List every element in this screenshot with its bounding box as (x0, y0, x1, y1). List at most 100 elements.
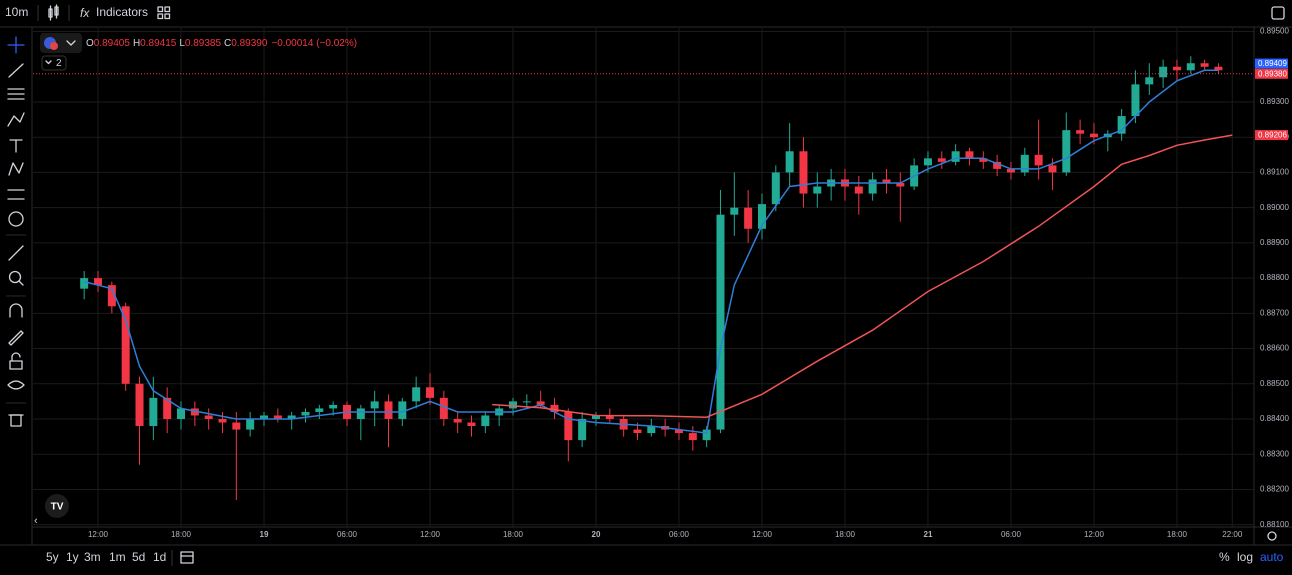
candle-body (246, 418, 255, 430)
layouts-button[interactable] (157, 6, 171, 20)
x-tick-label: 12:00 (752, 530, 773, 539)
candle-body (1186, 63, 1195, 71)
x-tick-label: 06:00 (337, 530, 358, 539)
y-tick-label: 0.89100 (1260, 168, 1289, 177)
y-tick-label: 0.88500 (1260, 379, 1289, 388)
candle-body (564, 411, 573, 441)
candle-body (1076, 130, 1085, 134)
candle-body (785, 151, 794, 173)
y-tick-label: 0.88100 (1260, 520, 1289, 529)
candle-body (882, 179, 891, 183)
emoji-tool[interactable] (8, 211, 24, 227)
fullscreen-button[interactable] (1271, 6, 1285, 20)
text-tool[interactable] (9, 139, 23, 153)
settings-button[interactable] (1267, 531, 1277, 541)
candle-body (135, 383, 144, 427)
interval-button[interactable]: 10m (5, 5, 28, 19)
candle-body (591, 415, 600, 419)
candle-body (467, 422, 476, 427)
candle-body (633, 429, 642, 434)
candle-body (301, 411, 310, 416)
range-button[interactable]: 5d (132, 550, 145, 564)
crosshair-tool[interactable] (7, 36, 25, 54)
candle-body (190, 408, 199, 416)
candle-body (1172, 66, 1181, 71)
tv-logo: TV (45, 494, 69, 518)
zoom-tool[interactable] (8, 270, 24, 286)
candle-body (799, 151, 808, 194)
ruler-tool[interactable] (8, 245, 24, 261)
candle-body (1214, 66, 1223, 71)
lock-tool[interactable] (9, 352, 23, 370)
plot-area (33, 28, 1254, 527)
candle-body (937, 158, 946, 162)
candle-body (951, 151, 960, 162)
fib-tool[interactable] (7, 88, 25, 100)
candle-body (232, 422, 241, 430)
candle-body (1089, 133, 1098, 138)
x-tick-label: 21 (924, 530, 933, 539)
candle-body (522, 401, 531, 403)
candle-body (1145, 77, 1154, 85)
moving-average (492, 134, 1233, 418)
x-tick-label: 12:00 (88, 530, 109, 539)
candle-body (508, 401, 517, 409)
candle-body (273, 415, 282, 419)
price-marker-label: 0.89380 (1258, 69, 1287, 78)
range-button[interactable]: 3m (84, 550, 101, 564)
drawing-tools (7, 36, 25, 427)
candle-body (260, 415, 269, 419)
candle-body (453, 418, 462, 423)
scale-option[interactable]: log (1237, 550, 1253, 564)
candle-body (1034, 154, 1043, 166)
y-tick-label: 0.89000 (1260, 203, 1289, 212)
candle-body (688, 433, 697, 441)
range-button[interactable]: 1m (109, 550, 126, 564)
candle-body (94, 278, 103, 286)
candle-body (439, 397, 448, 419)
range-button[interactable]: 1y (66, 550, 79, 564)
y-tick-label: 0.88800 (1260, 273, 1289, 282)
x-tick-label: 18:00 (171, 530, 192, 539)
fx-icon: fx (80, 6, 90, 20)
brush-tool[interactable] (7, 112, 25, 127)
candle-body (979, 158, 988, 162)
range-button[interactable]: 1d (153, 550, 166, 564)
candle-body (287, 415, 296, 419)
candle-body (536, 401, 545, 405)
chart-type-button[interactable] (48, 4, 59, 21)
candle-body (149, 397, 158, 427)
symbol-icon[interactable] (40, 33, 82, 53)
candle-body (674, 429, 683, 434)
indicators-badge[interactable] (41, 55, 67, 71)
candle-body (163, 397, 172, 419)
candle-body (1200, 63, 1209, 67)
prediction-tool[interactable] (7, 189, 25, 200)
candle-body (1131, 84, 1140, 117)
candle-body (1048, 165, 1057, 173)
date-range-button[interactable] (180, 551, 194, 564)
magnet-tool[interactable] (9, 303, 23, 318)
indicators-button[interactable]: Indicators (96, 5, 148, 19)
candle-body (771, 172, 780, 205)
candle-body (730, 207, 739, 215)
range-button[interactable]: 5y (46, 550, 59, 564)
candle-body (1020, 154, 1029, 173)
candle-body (1062, 130, 1071, 173)
collapse-arrow[interactable]: ‹ (34, 515, 38, 527)
scale-option[interactable]: auto (1260, 550, 1284, 564)
indicator-count: 2 (56, 58, 62, 69)
hide-tool[interactable] (7, 380, 25, 390)
y-tick-label: 0.88900 (1260, 238, 1289, 247)
lock-drawing-tool[interactable] (8, 330, 24, 346)
scale-option[interactable]: % (1219, 550, 1230, 564)
candle-body (177, 408, 186, 419)
trend-line-tool[interactable] (8, 63, 24, 78)
candle-body (329, 404, 338, 409)
candle-body (356, 408, 365, 419)
candle-body (813, 186, 822, 194)
ohlc-legend: O0.89405 H0.89415 L0.89385 C0.89390 −0.00014… (86, 38, 357, 49)
pattern-tool[interactable] (8, 162, 24, 176)
delete-tool[interactable] (8, 414, 24, 427)
